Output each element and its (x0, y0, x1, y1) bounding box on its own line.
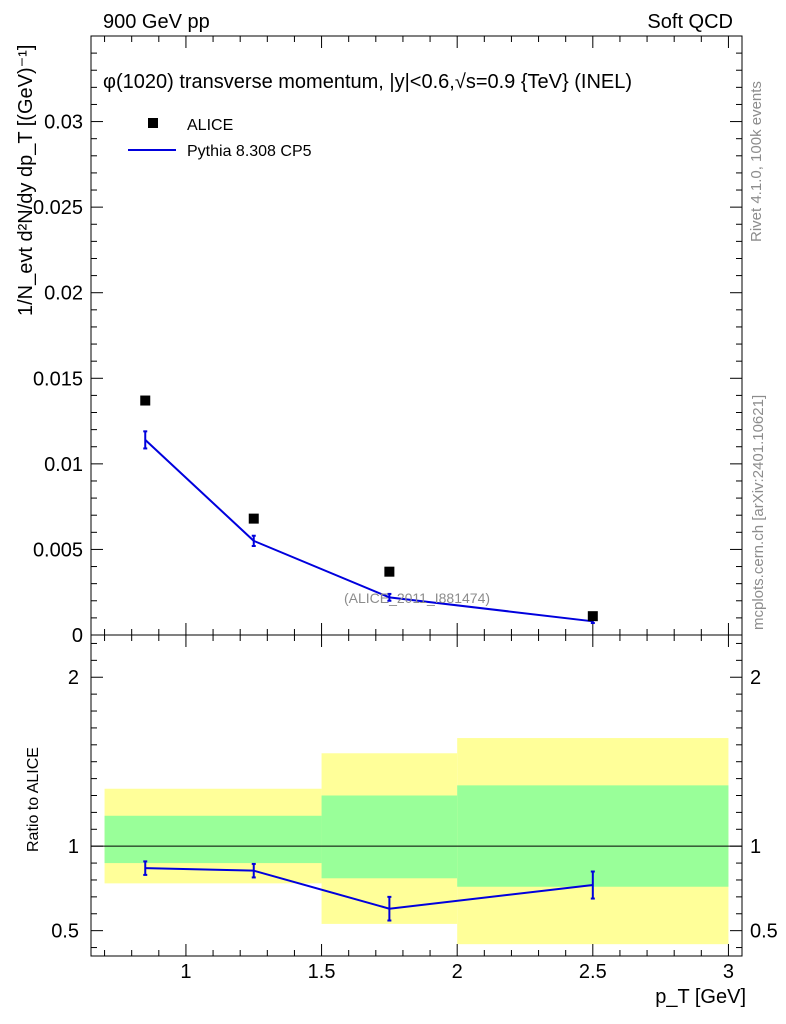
main-y-tick-label: 0 (72, 625, 83, 647)
main-y-tick-label: 0.025 (33, 197, 83, 219)
ratio-y-tick-label: 2 (68, 667, 79, 689)
main-y-tick-label: 0.015 (33, 368, 83, 390)
main-ylabel: 1/N_evt d²N/dy dp_T [(GeV)⁻¹] (15, 45, 37, 316)
main-title: φ(1020) transverse momentum, |y|<0.6,√s=… (103, 71, 632, 93)
ratio-y-tick-label-right: 0.5 (750, 921, 778, 943)
uncertainty-band-green (104, 815, 322, 864)
main-ylabel-text: 1/N_evt d²N/dy dp_T [(GeV)⁻¹] (15, 45, 37, 316)
alice-point (140, 395, 151, 406)
main-y-tick-label: 0.03 (44, 112, 83, 134)
main-plot-panel: 0 0.005 0.01 0.015 0.02 0.025 0.03 (ALICE_2011… (15, 35, 743, 647)
uncertainty-band-green (321, 795, 458, 879)
main-y-tick-label: 0.02 (44, 283, 83, 305)
analysis-label: (ALICE_2011_I881474) (344, 590, 490, 606)
alice-point (587, 611, 598, 622)
uncertainty-band-green (457, 785, 729, 887)
ratio-y-tick-label: 0.5 (51, 921, 79, 943)
alice-point (384, 566, 395, 577)
x-tick-label: 2 (452, 961, 463, 983)
ratio-plot-panel: 0.5 0.5 1 1 2 2 1 1.5 2 2.5 3 Ratio to ALICE p_T [… (25, 634, 778, 1008)
legend: ALICE Pythia 8.308 CP5 (128, 117, 312, 160)
legend-alice-marker (148, 118, 158, 128)
x-tick-label: 1.5 (308, 961, 336, 983)
ratio-y-tick-label: 1 (68, 836, 79, 858)
x-axis-label: p_T [GeV] (655, 986, 746, 1008)
ratio-y-tick-label-right: 1 (750, 836, 761, 858)
header-right: Soft QCD (647, 11, 733, 33)
header-left: 900 GeV pp (103, 11, 210, 33)
pythia-line (144, 439, 593, 623)
ratio-frame (90, 634, 743, 957)
ratio-ylabel: Ratio to ALICE (25, 747, 42, 852)
ratio-y-tick-label-right: 2 (750, 667, 761, 689)
x-tick-label: 2.5 (579, 961, 607, 983)
rivet-watermark: Rivet 4.1.0, 100k events (748, 81, 765, 242)
mcplots-watermark: mcplots.cern.ch [arXiv:2401.10621] (750, 395, 767, 630)
main-y-tick-label: 0.01 (44, 454, 83, 476)
x-axis-label-text: p_T [GeV] (655, 986, 746, 1008)
x-tick-label: 3 (723, 961, 734, 983)
x-tick-label: 1 (180, 961, 191, 983)
legend-alice-label: ALICE (187, 117, 233, 134)
alice-point (248, 513, 259, 524)
legend-pythia-label: Pythia 8.308 CP5 (187, 143, 312, 160)
ratio-pythia-line (145, 867, 593, 910)
main-y-tick-label: 0.005 (33, 539, 83, 561)
